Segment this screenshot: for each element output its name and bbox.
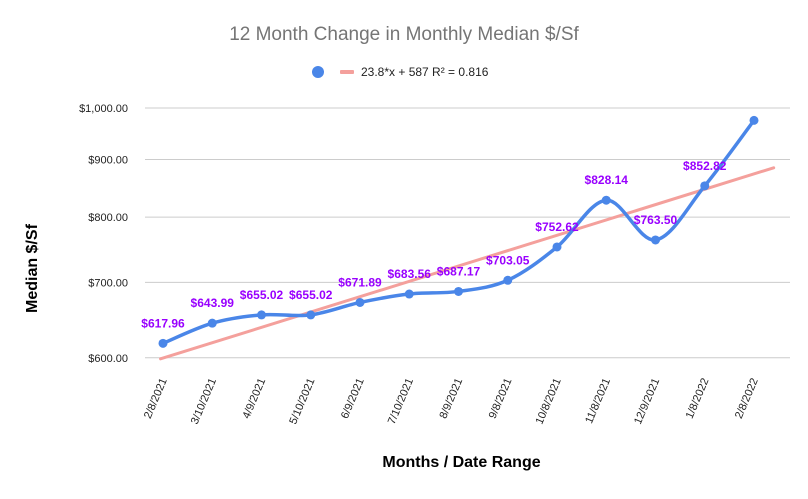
data-point	[306, 310, 316, 320]
data-label: $671.89	[338, 275, 382, 289]
x-tick-label: 2/8/2021	[142, 376, 170, 420]
data-label: $655.02	[289, 288, 333, 302]
data-point	[355, 297, 365, 307]
x-tick-label: 1/8/2022	[684, 376, 712, 420]
data-point	[552, 242, 562, 252]
data-label: $643.99	[191, 296, 235, 310]
y-tick-label: $900.00	[88, 155, 128, 167]
data-point	[257, 310, 266, 320]
x-tick-label: 5/10/2021	[287, 376, 317, 426]
y-tick-label: $1,000.00	[79, 103, 128, 115]
data-label: $655.02	[240, 288, 284, 302]
y-tick-label: $700.00	[88, 277, 128, 289]
data-point	[158, 338, 168, 348]
y-tick-label: $800.00	[88, 212, 128, 224]
legend-series-marker	[312, 66, 324, 78]
x-tick-label: 3/10/2021	[189, 376, 219, 426]
data-label: $703.05	[486, 253, 530, 267]
data-label: $852.82	[683, 159, 727, 173]
x-tick-label: 10/8/2021	[534, 376, 564, 426]
data-label: $828.14	[585, 173, 629, 187]
data-point	[651, 235, 660, 245]
x-tick-label: 6/9/2021	[339, 376, 367, 420]
x-tick-label: 11/8/2021	[583, 376, 613, 425]
x-axis-title: Months / Date Range	[382, 454, 541, 471]
data-point	[503, 275, 513, 285]
data-label: $683.56	[388, 267, 432, 281]
series-line	[162, 119, 756, 345]
data-point	[749, 115, 759, 125]
x-tick-label: 7/10/2021	[386, 376, 416, 426]
data-point	[404, 289, 414, 299]
y-tick-label: $600.00	[88, 353, 128, 365]
legend-trendline-label: 23.8*x + 587 R² = 0.816	[361, 65, 489, 79]
data-point	[207, 318, 217, 328]
trendline	[159, 166, 776, 361]
legend-trendline-marker	[340, 70, 354, 74]
data-label: $687.17	[437, 264, 481, 278]
data-point	[454, 286, 463, 296]
data-label: $752.62	[535, 220, 579, 234]
chart-legend: 23.8*x + 587 R² = 0.816	[312, 64, 488, 80]
x-tick-label: 12/9/2021	[632, 376, 662, 426]
data-label: $763.50	[634, 213, 678, 227]
data-label: $617.96	[141, 316, 185, 330]
x-tick-label: 2/8/2022	[733, 376, 761, 420]
x-tick-label: 9/8/2021	[487, 376, 515, 420]
data-point	[700, 181, 710, 191]
chart-title: 12 Month Change in Monthly Median $/Sf	[229, 24, 579, 45]
data-point	[601, 195, 611, 205]
x-tick-label: 4/9/2021	[240, 376, 268, 420]
x-tick-label: 8/9/2021	[437, 376, 465, 420]
